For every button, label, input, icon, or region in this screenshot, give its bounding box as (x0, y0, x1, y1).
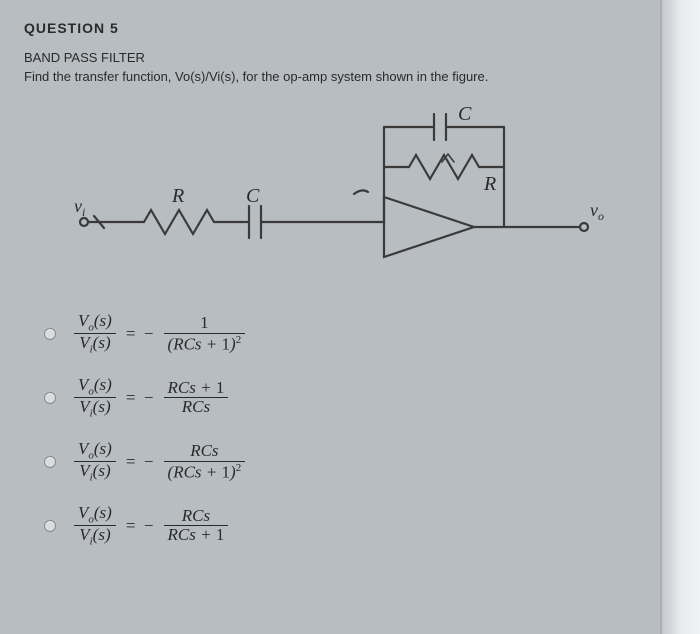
option-4[interactable]: Vo(s)Vi(s) = − RCsRCs + 1 (44, 504, 644, 548)
lhs-fraction: Vo(s)Vi(s) (74, 440, 116, 484)
lhs-fraction: Vo(s)Vi(s) (74, 504, 116, 548)
question-block: QUESTION 5 BAND PASS FILTER Find the tra… (24, 20, 644, 548)
rhs-fraction: RCs + 1RCs (164, 379, 229, 417)
lhs-fraction: Vo(s)Vi(s) (74, 376, 116, 420)
option-3[interactable]: Vo(s)Vi(s) = − RCs(RCs + 1)2 (44, 440, 644, 484)
option-2[interactable]: Vo(s)Vi(s) = − RCs + 1RCs (44, 376, 644, 420)
radio-icon[interactable] (44, 392, 56, 404)
rhs-fraction: RCs(RCs + 1)2 (164, 442, 246, 482)
rhs-fraction: RCsRCs + 1 (164, 507, 229, 545)
question-title: BAND PASS FILTER (24, 50, 644, 65)
radio-icon[interactable] (44, 520, 56, 532)
lhs-fraction: Vo(s)Vi(s) (74, 312, 116, 356)
radio-icon[interactable] (44, 456, 56, 468)
paper-edge (660, 0, 700, 634)
circuit-diagram: vi R C vo (54, 102, 614, 292)
equals: = − (126, 516, 154, 536)
label-vi: vi (74, 196, 85, 219)
radio-icon[interactable] (44, 328, 56, 340)
label-vo: vo (590, 200, 604, 223)
rhs-fraction: 1(RCs + 1)2 (164, 314, 246, 354)
equals: = − (126, 452, 154, 472)
option-1[interactable]: Vo(s)Vi(s) = − 1(RCs + 1)2 (44, 312, 644, 356)
equals: = − (126, 388, 154, 408)
equals: = − (126, 324, 154, 344)
question-number: QUESTION 5 (24, 20, 644, 36)
question-prompt: Find the transfer function, Vo(s)/Vi(s),… (24, 69, 644, 84)
label-C-series: C (246, 185, 260, 207)
options-list: Vo(s)Vi(s) = − 1(RCs + 1)2 Vo(s)Vi(s) = − RCs… (44, 312, 644, 548)
label-R-series: R (171, 185, 184, 207)
label-C-fb: C (458, 103, 472, 125)
label-R-fb: R (483, 173, 496, 195)
